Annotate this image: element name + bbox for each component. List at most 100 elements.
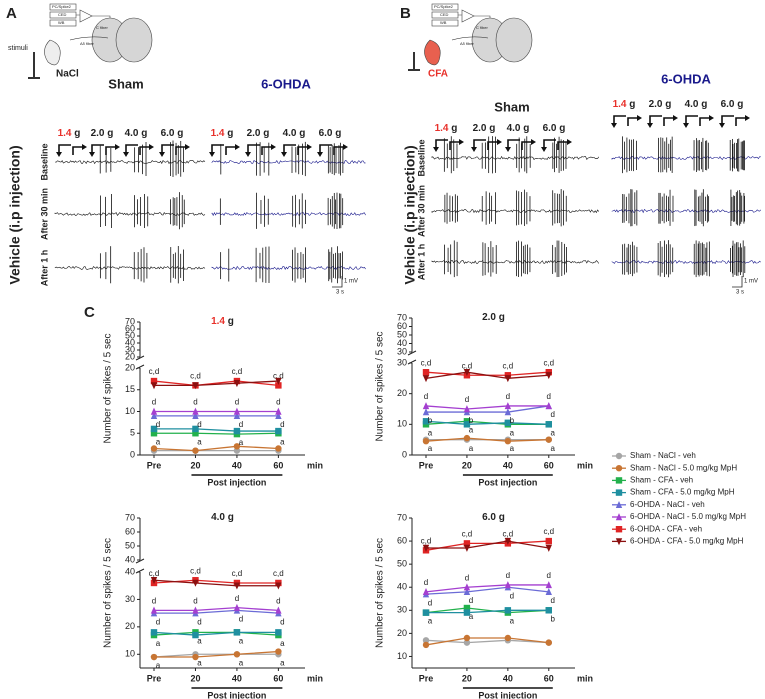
chart-title: 6.0 g	[482, 512, 505, 523]
y-tick-label: 20	[397, 388, 407, 398]
text-part: g	[335, 128, 341, 139]
y-tick-label: 70	[125, 316, 135, 326]
series-line	[425, 584, 549, 593]
point-label: d	[510, 591, 514, 600]
timepoint-label: After 30 min	[416, 185, 426, 237]
marker	[192, 412, 199, 420]
trace-baseline	[611, 208, 762, 214]
x-tick-label: 60	[273, 673, 283, 683]
chart-title: 1.4 g	[211, 316, 234, 327]
point-label: a	[280, 658, 285, 667]
marker	[150, 653, 158, 661]
panel-label: C	[84, 304, 95, 321]
y-axis-label: Number of spikes / 5 sec	[103, 333, 114, 443]
x-unit: min	[577, 673, 593, 683]
point-label: a	[469, 612, 474, 621]
marker	[233, 407, 241, 415]
force-label: 2.0 g	[91, 128, 114, 139]
force-label: 1.4 g	[58, 128, 81, 139]
x-unit: min	[307, 460, 323, 470]
series-line	[154, 380, 279, 387]
point-label: a	[428, 428, 433, 437]
force-label: 2.0 g	[649, 99, 672, 110]
point-label: b	[510, 416, 515, 425]
point-label: a	[510, 428, 515, 437]
marker	[233, 582, 241, 590]
marker	[192, 447, 199, 454]
y-tick-label: 30	[397, 346, 407, 356]
marker	[463, 639, 471, 646]
x-tick-label: 40	[232, 673, 242, 683]
series	[422, 434, 552, 445]
point-label: a	[469, 425, 474, 434]
marker	[422, 402, 430, 410]
axis-break	[135, 558, 145, 574]
text-part: 4.0	[685, 99, 699, 110]
marker	[233, 603, 241, 611]
legend-label: 6-OHDA - NaCl - 5.0 mg/kg MpH	[630, 512, 746, 521]
text-part: g	[701, 99, 707, 110]
marker	[422, 609, 430, 616]
force-label: 6.0 g	[319, 128, 342, 139]
text-part: 2.0	[482, 312, 496, 323]
marker	[422, 544, 430, 552]
stimulus-step	[721, 115, 748, 126]
stimulus-step	[473, 139, 500, 150]
marker	[233, 629, 241, 636]
trace-baseline	[431, 260, 600, 264]
y-tick-label: 50	[125, 540, 135, 550]
point-label: d	[239, 420, 243, 429]
group-label: Post injection	[478, 477, 537, 487]
x-tick-label: 40	[232, 460, 242, 470]
series	[150, 577, 282, 590]
series-line	[154, 607, 279, 612]
y-tick-label: 50	[397, 559, 407, 569]
point-label: a	[428, 617, 433, 626]
marker	[545, 581, 552, 589]
marker	[192, 653, 199, 661]
text-part: g	[499, 512, 505, 523]
stimulus-arrow	[611, 115, 642, 128]
point-label: d	[156, 617, 160, 626]
point-label: d	[193, 597, 197, 606]
stimulus-step	[211, 144, 238, 155]
y-tick-label: 20	[397, 628, 407, 638]
point-label: d	[235, 594, 239, 603]
y-tick-label: 50	[397, 329, 407, 339]
marker	[233, 443, 241, 450]
series-line	[154, 428, 279, 432]
y-tick-label: 40	[125, 337, 135, 347]
series-line	[425, 540, 549, 551]
marker	[275, 407, 282, 415]
stimulus-arrow	[209, 144, 240, 157]
x-tick-label: 60	[544, 673, 554, 683]
point-label: d	[152, 597, 156, 606]
point-label: a	[510, 444, 515, 453]
force-label: 2.0 g	[247, 128, 270, 139]
marker	[422, 418, 430, 425]
point-label: d	[152, 398, 156, 407]
marker	[545, 588, 552, 596]
text-part: 6.0	[543, 123, 557, 134]
point-label: d	[506, 392, 510, 401]
group-label: Sham	[108, 76, 143, 91]
marker	[504, 438, 512, 445]
marker	[275, 412, 282, 420]
point-label: c,d	[503, 529, 514, 538]
marker	[150, 412, 158, 420]
marker	[504, 537, 512, 545]
marker	[463, 588, 471, 596]
scale-label: 1 mV	[344, 279, 358, 285]
text-part: g	[499, 312, 505, 323]
x-tick-label: Pre	[147, 673, 162, 683]
y-tick-label: 70	[397, 512, 407, 522]
schematic-label: stimuli	[8, 45, 28, 52]
force-label: 6.0 g	[721, 99, 744, 110]
trace-baseline	[611, 260, 761, 265]
text-part: 1.4	[211, 316, 225, 327]
marker	[463, 369, 471, 377]
y-tick-label: 40	[397, 582, 407, 592]
marker	[275, 377, 282, 385]
